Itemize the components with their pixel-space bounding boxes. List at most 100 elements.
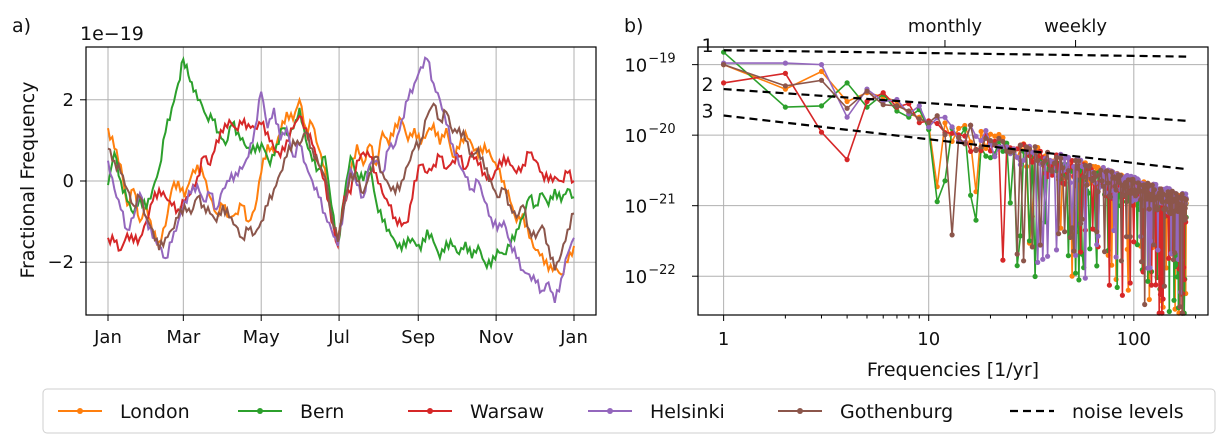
data-point xyxy=(818,62,825,68)
data-point xyxy=(1014,154,1020,160)
data-point xyxy=(1078,249,1084,255)
data-point xyxy=(1170,257,1176,263)
data-point xyxy=(1183,215,1189,221)
data-point xyxy=(942,114,948,120)
legend-marker xyxy=(427,408,433,414)
data-point xyxy=(926,124,932,130)
data-point xyxy=(818,129,825,135)
panel-a-label: a) xyxy=(12,15,31,37)
data-point xyxy=(1168,192,1174,198)
data-point xyxy=(1062,229,1068,235)
panel-a-xtick-label: Jan xyxy=(93,327,122,348)
data-point xyxy=(1151,242,1157,248)
data-point xyxy=(782,104,789,110)
data-point xyxy=(1146,296,1152,303)
data-point xyxy=(1155,206,1161,212)
data-point xyxy=(1113,187,1119,193)
data-point xyxy=(1067,234,1073,240)
data-point xyxy=(983,135,989,141)
data-point xyxy=(818,103,825,109)
data-point xyxy=(880,102,886,108)
data-point xyxy=(1094,263,1100,269)
legend-item-bern: Bern xyxy=(238,401,344,423)
data-point xyxy=(962,126,968,132)
data-point xyxy=(1092,174,1098,180)
series-gothenburg xyxy=(721,62,1189,316)
data-point xyxy=(949,124,955,130)
data-point xyxy=(1157,292,1164,298)
data-point xyxy=(1118,258,1124,264)
data-point xyxy=(1000,138,1006,145)
data-point xyxy=(949,130,955,136)
data-point xyxy=(1127,234,1133,240)
data-point xyxy=(1032,144,1038,150)
data-point xyxy=(1114,284,1120,290)
noise-level-label-2: 2 xyxy=(702,74,714,96)
data-point xyxy=(1029,159,1035,165)
data-point xyxy=(1153,282,1159,288)
panel-b-label: b) xyxy=(624,15,643,37)
panel-a: a) 1e−19 Fractional Frequency Jan Mar May J… xyxy=(12,15,597,348)
data-point xyxy=(1171,297,1177,303)
panel-a-xtick-label: Sep xyxy=(401,327,435,348)
panel-b-ytick-label: 10−21 xyxy=(624,193,675,218)
data-point xyxy=(1148,282,1155,288)
data-point xyxy=(782,60,789,66)
panel-b-xtick-label: 100 xyxy=(1117,329,1151,350)
data-point xyxy=(1095,233,1101,239)
data-point xyxy=(1100,183,1106,189)
data-point xyxy=(1098,167,1104,173)
data-point xyxy=(844,157,850,163)
data-point xyxy=(1090,177,1096,183)
data-point xyxy=(1069,225,1075,231)
data-point xyxy=(1172,250,1178,256)
panel-b-xtick-label: 10 xyxy=(917,329,940,350)
data-point xyxy=(844,114,850,120)
legend: London Bern Warsaw Helsinki Gothenburg noise … xyxy=(42,388,1216,434)
data-point xyxy=(942,132,948,138)
data-point xyxy=(1078,221,1084,227)
data-point xyxy=(1035,259,1041,265)
data-point xyxy=(1159,199,1166,205)
data-point xyxy=(1099,178,1105,184)
data-point xyxy=(894,108,900,114)
data-point xyxy=(1000,257,1006,263)
noise-level-line-1 xyxy=(723,49,1187,58)
data-point xyxy=(1065,168,1071,174)
data-point xyxy=(1040,256,1046,262)
data-point xyxy=(987,155,994,161)
data-point xyxy=(1094,229,1100,235)
data-point xyxy=(973,147,979,154)
data-point xyxy=(996,135,1002,141)
data-point xyxy=(721,80,727,86)
data-point xyxy=(987,131,994,137)
data-point xyxy=(1079,216,1085,222)
panel-b: b) 1 2 3 1 10 100 10−22 10−21 10−20 10−19 monthl… xyxy=(624,15,1209,381)
data-point xyxy=(1106,282,1112,288)
panel-b-xlabel: Frequencies [1/yr] xyxy=(867,359,1039,381)
data-point xyxy=(1134,242,1140,248)
data-point xyxy=(818,77,825,83)
data-point xyxy=(968,192,974,198)
data-point xyxy=(934,120,940,127)
data-point xyxy=(1069,273,1075,279)
data-point xyxy=(844,105,850,111)
legend-item-noise-levels: noise levels xyxy=(1010,401,1184,423)
data-point xyxy=(1053,247,1060,253)
legend-marker xyxy=(77,408,83,414)
data-point xyxy=(1021,258,1027,264)
data-point xyxy=(1127,280,1133,286)
legend-item-london: London xyxy=(58,401,190,423)
data-point xyxy=(978,148,984,154)
data-point xyxy=(1183,196,1189,203)
data-point xyxy=(1165,189,1171,195)
data-point xyxy=(973,133,979,139)
legend-marker xyxy=(797,408,803,414)
data-point xyxy=(844,80,850,86)
legend-label: London xyxy=(120,401,190,423)
data-point xyxy=(1166,308,1172,315)
data-point xyxy=(1123,234,1129,240)
data-point xyxy=(864,88,870,94)
panel-a-xtick-label: Mar xyxy=(166,327,201,348)
data-point xyxy=(1179,191,1185,197)
